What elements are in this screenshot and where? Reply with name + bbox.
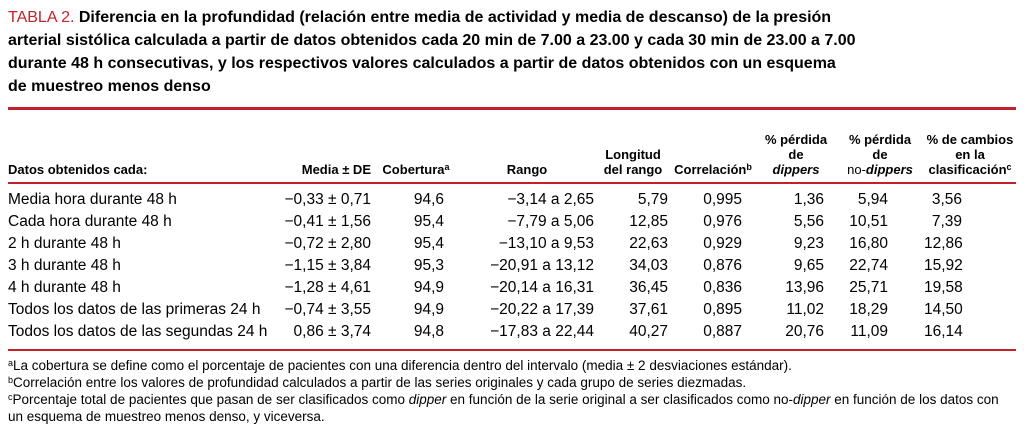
perdida-no-dippers-value: 16,80 (849, 234, 888, 252)
cobertura-value: 95,3 (413, 256, 444, 274)
cambios-value: 12,86 (924, 234, 963, 252)
row-label: 3 h durante 48 h (8, 256, 121, 274)
cobertura-value: 94,6 (413, 190, 444, 208)
perdida-no-dippers-value: 22,74 (849, 256, 888, 274)
media-de-value: −0,41 ± 1,56 (284, 212, 371, 230)
perdida-dippers-value: 11,02 (786, 300, 824, 318)
correlacion-value: 0,929 (703, 234, 742, 252)
rango-value: −20,22 a 17,39 (490, 300, 594, 318)
footnote-b-superscript: b (8, 374, 14, 385)
rango-value: −13,10 a 9,53 (498, 234, 594, 252)
cambios-value: 14,50 (924, 300, 963, 318)
superscript-c: c (1006, 161, 1012, 172)
cobertura-value: 94,9 (413, 300, 444, 318)
row-label: Cada hora durante 48 h (8, 212, 172, 230)
media-de-value: 0,86 ± 3,74 (293, 322, 371, 340)
perdida-dippers-value: 9,65 (793, 256, 824, 274)
cambios-value: 16,14 (924, 322, 963, 340)
longitud-value: 12,85 (629, 212, 668, 230)
footnote-b: bCorrelación entre los valores de profun… (8, 374, 747, 390)
row-label: Todos los datos de las segundas 24 h (8, 322, 268, 340)
perdida-dippers-value: 13,96 (785, 278, 824, 296)
table-row: 2 h durante 48 h −0,72 ± 2,80 95,4 −13,1… (8, 233, 1016, 255)
col-header-cobertura: Coberturaa (374, 108, 458, 184)
table-row: Todos los datos de las segundas 24 h 0,8… (8, 321, 1016, 350)
correlacion-value: 0,887 (703, 322, 742, 340)
table-title-text: Diferencia en la profundidad (relación e… (8, 9, 856, 95)
footnotes: aLa cobertura se define como el porcenta… (8, 357, 1016, 425)
cobertura-value: 95,4 (413, 212, 444, 230)
media-de-value: −0,72 ± 2,80 (284, 234, 371, 252)
table-row: Cada hora durante 48 h −0,41 ± 1,56 95,4… (8, 211, 1016, 233)
data-table: Datos obtenidos cada: Media ± DE Cobertu… (8, 107, 1016, 351)
cambios-value: 7,39 (931, 212, 962, 230)
rango-value: −20,14 a 16,31 (490, 278, 594, 296)
row-label: Todos los datos de las primeras 24 h (8, 300, 261, 318)
superscript-b: b (746, 161, 752, 172)
col-header-rango: Rango (458, 108, 596, 184)
perdida-dippers-value: 5,56 (793, 212, 824, 230)
table-number-label: TABLA 2. (8, 9, 75, 26)
col-header-cambios: % de cambios en la clasificaciónc (924, 108, 1016, 184)
footnote-a-superscript: a (8, 357, 14, 368)
correlacion-value: 0,836 (703, 278, 742, 296)
col-header-correlacion: Correlaciónb (670, 108, 756, 184)
perdida-no-dippers-value: 18,29 (849, 300, 888, 318)
col-header-datos: Datos obtenidos cada: (8, 108, 282, 184)
cobertura-value: 94,8 (413, 322, 444, 340)
media-de-value: −0,74 ± 3,55 (284, 300, 371, 318)
longitud-value: 37,61 (629, 300, 668, 318)
cobertura-value: 94,9 (413, 278, 444, 296)
media-de-value: −0,33 ± 0,71 (284, 190, 371, 208)
row-label: 4 h durante 48 h (8, 278, 121, 296)
footnote-c: cPorcentaje total de pacientes que pasan… (8, 391, 999, 424)
perdida-no-dippers-value: 11,09 (850, 322, 888, 340)
longitud-value: 36,45 (629, 278, 668, 296)
cambios-value: 15,92 (924, 256, 963, 274)
rango-value: −17,83 a 22,44 (490, 322, 594, 340)
correlacion-value: 0,876 (703, 256, 742, 274)
rango-value: −7,79 a 5,06 (507, 212, 594, 230)
perdida-no-dippers-value: 5,94 (857, 190, 888, 208)
col-header-perdida-dippers: % pérdida de dippers (756, 108, 836, 184)
correlacion-value: 0,995 (703, 190, 742, 208)
cambios-value: 3,56 (931, 190, 962, 208)
perdida-dippers-value: 20,76 (785, 322, 824, 340)
perdida-no-dippers-value: 10,51 (849, 212, 888, 230)
row-label: 2 h durante 48 h (8, 234, 121, 252)
rango-value: −20,91 a 13,12 (490, 256, 594, 274)
col-header-media-de: Media ± DE (282, 108, 374, 184)
table-row: 4 h durante 48 h −1,28 ± 4,61 94,9 −20,1… (8, 277, 1016, 299)
col-header-longitud: Longitud del rango (596, 108, 670, 184)
correlacion-value: 0,895 (703, 300, 742, 318)
footnote-c-superscript: c (8, 391, 13, 402)
longitud-value: 40,27 (629, 322, 668, 340)
table-row: Todos los datos de las primeras 24 h −0,… (8, 299, 1016, 321)
cambios-value: 19,58 (924, 278, 963, 296)
cobertura-value: 95,4 (413, 234, 444, 252)
rango-value: −3,14 a 2,65 (507, 190, 594, 208)
table-body: Media hora durante 48 h −0,33 ± 0,71 94,… (8, 183, 1016, 350)
table-title: TABLA 2. Diferencia en la profundidad (r… (8, 6, 1016, 98)
col-header-perdida-no-dippers: % pérdida de no-dippers (836, 108, 924, 184)
table-header-row: Datos obtenidos cada: Media ± DE Cobertu… (8, 108, 1016, 184)
longitud-value: 5,79 (637, 190, 668, 208)
footnote-a: aLa cobertura se define como el porcenta… (8, 357, 792, 373)
perdida-dippers-value: 1,36 (793, 190, 824, 208)
row-label: Media hora durante 48 h (8, 190, 177, 208)
table-row: 3 h durante 48 h −1,15 ± 3,84 95,3 −20,9… (8, 255, 1016, 277)
table-row: Media hora durante 48 h −0,33 ± 0,71 94,… (8, 183, 1016, 211)
media-de-value: −1,28 ± 4,61 (284, 278, 371, 296)
longitud-value: 22,63 (629, 234, 668, 252)
perdida-no-dippers-value: 25,71 (849, 278, 888, 296)
superscript-a: a (444, 161, 450, 172)
perdida-dippers-value: 9,23 (793, 234, 824, 252)
correlacion-value: 0,976 (703, 212, 742, 230)
longitud-value: 34,03 (629, 256, 668, 274)
media-de-value: −1,15 ± 3,84 (284, 256, 371, 274)
